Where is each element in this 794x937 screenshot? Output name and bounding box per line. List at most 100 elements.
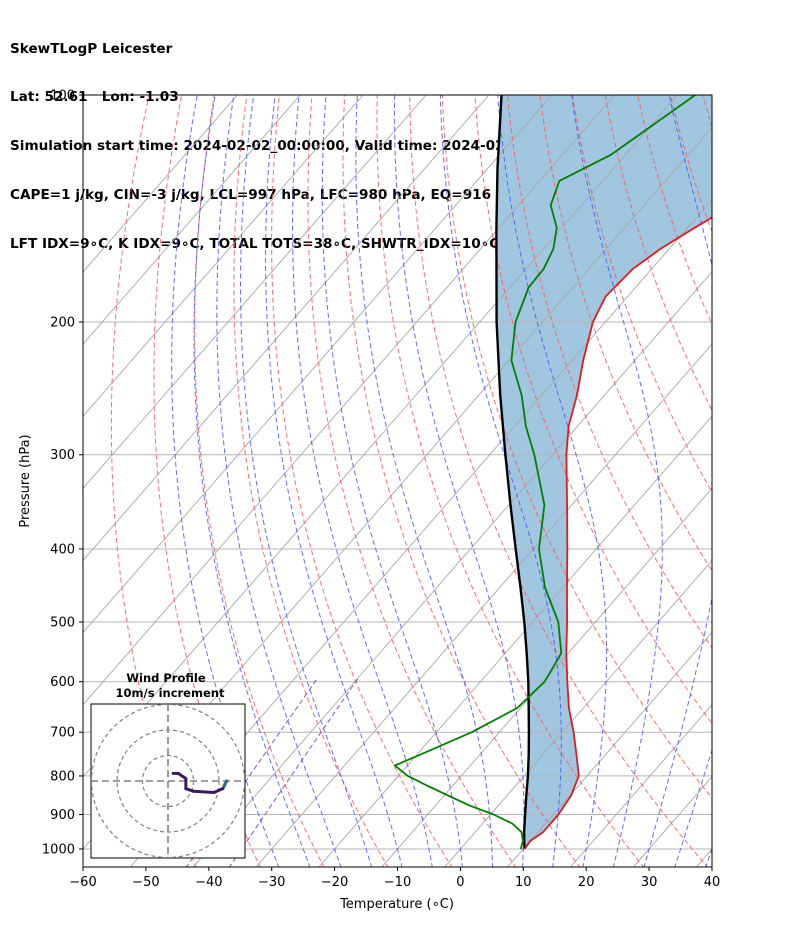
- parcel-profile-line: [495, 95, 531, 850]
- hodograph-segment: [212, 787, 225, 794]
- wind-barb-flag: [742, 457, 746, 468]
- wind-barb-flag: [746, 812, 748, 823]
- dry-adiabat: [506, 95, 712, 649]
- wind-barb-half-flag: [740, 752, 741, 757]
- y-axis-label: Pressure (hPa): [18, 434, 33, 527]
- wind-barb-staff: [711, 278, 712, 279]
- wind-barb-staff: [711, 395, 712, 396]
- wind-barb-flag: [742, 398, 746, 409]
- wind-barb: [711, 587, 745, 600]
- wind-barb-staff: [711, 839, 712, 841]
- isotherm-line: [83, 95, 238, 273]
- x-tick-label: −10: [384, 875, 411, 890]
- wind-barb-half-flag: [740, 827, 741, 832]
- wind-barb-flag: [750, 653, 753, 664]
- wind-barb-flag: [750, 811, 752, 822]
- wind-barb-half-flag: [740, 793, 741, 798]
- wind-barb-flag: [738, 397, 742, 408]
- x-tick-label: 10: [515, 875, 532, 890]
- wind-barb: [711, 826, 750, 836]
- wind-barb-flag: [742, 623, 745, 634]
- isotherm-line: [83, 95, 364, 417]
- wind-barb-half-flag: [740, 773, 741, 778]
- wind-barb-flag: [742, 228, 745, 239]
- title-line-coordinates: Lat: 52.61 Lon: -1.03: [10, 89, 179, 106]
- wind-barb-flag: [746, 793, 748, 804]
- wind-barb-flag: [746, 773, 748, 784]
- wind-barb-flag: [742, 589, 745, 600]
- wind-barb-flag: [746, 508, 750, 519]
- inset-plot: [91, 704, 245, 858]
- hodograph-segment: [176, 771, 188, 780]
- wind-barb-staff: [711, 168, 712, 169]
- x-axis-label: Temperature (∘C): [339, 897, 454, 912]
- dry-adiabat: [764, 80, 794, 868]
- wind-barb-flag: [746, 623, 749, 634]
- x-tick-label: −50: [132, 875, 159, 890]
- wind-barb-flag: [738, 457, 742, 468]
- wind-barb-staff: [711, 831, 712, 833]
- title-line-station: SkewTLogP Leicester: [10, 40, 173, 57]
- wind-barb-flag: [750, 228, 753, 239]
- wind-barb: [712, 732, 753, 743]
- moist-adiabat: [264, 95, 403, 867]
- wind-profile-inset: Wind Profile 10m/s increment: [90, 671, 246, 859]
- x-tick-label: −30: [258, 875, 285, 890]
- wind-barb: [712, 708, 753, 719]
- wind-barb: [712, 361, 750, 372]
- moist-adiabat: [292, 95, 433, 867]
- wind-barb-flag: [750, 509, 754, 520]
- y-tick-label: 200: [50, 315, 75, 330]
- wind-barb: [712, 682, 753, 693]
- wind-barb: [711, 752, 741, 757]
- wind-barb: [712, 228, 753, 239]
- wind-barb-half-flag: [738, 833, 739, 837]
- y-tick-label: 1000: [42, 843, 75, 858]
- wind-barb-half-flag: [740, 812, 741, 817]
- inset-title: Wind Profile: [126, 671, 206, 685]
- wind-barb-flag: [750, 458, 754, 469]
- isotherm-line: [255, 343, 712, 867]
- wind-barb: [711, 321, 712, 323]
- wind-barb-staff: [711, 813, 712, 815]
- y-tick-label: 800: [50, 769, 75, 784]
- wind-barb: [711, 395, 754, 409]
- isotherm-line: [83, 95, 553, 634]
- dry-adiabat: [731, 80, 794, 868]
- wind-barb: [711, 792, 752, 804]
- wind-barb: [711, 622, 749, 634]
- cape-area: [496, 95, 712, 849]
- wind-barb: [711, 773, 748, 784]
- wind-barb-staff: [711, 795, 712, 796]
- isotherm-line: [83, 95, 490, 562]
- moist-adiabat: [394, 95, 525, 867]
- wind-barb-flag: [745, 826, 746, 836]
- wind-barb-half-flag: [736, 551, 738, 557]
- wind-barb-flag: [749, 826, 750, 836]
- isotherm-line: [318, 415, 712, 867]
- wind-barb-flag: [750, 398, 754, 409]
- wind-barb: [711, 168, 750, 182]
- dry-adiabat: [441, 95, 712, 799]
- moist-adiabat: [643, 95, 712, 867]
- wind-barb-flag: [742, 508, 746, 519]
- mixing-ratio-line: [185, 678, 318, 867]
- y-tick-label: 400: [50, 542, 75, 557]
- moist-adiabat: [321, 95, 463, 867]
- wind-barb-staff: [711, 754, 712, 755]
- isotherm-line: [83, 95, 427, 490]
- wind-barb-flag: [746, 653, 749, 664]
- wind-barb-flag: [750, 792, 752, 803]
- dry-adiabat: [409, 95, 709, 867]
- wind-barb-flag: [746, 398, 750, 409]
- wind-barb: [711, 839, 712, 841]
- wind-barb-flag: [750, 552, 754, 563]
- wind-barb-flag: [746, 171, 750, 182]
- x-tick-label: 30: [641, 875, 658, 890]
- x-tick-label: 0: [456, 875, 464, 890]
- dry-adiabat: [233, 95, 389, 867]
- isotherm-line: [569, 704, 712, 867]
- dewpoint-profile-line: [393, 95, 696, 850]
- wind-barb-flag: [746, 552, 750, 563]
